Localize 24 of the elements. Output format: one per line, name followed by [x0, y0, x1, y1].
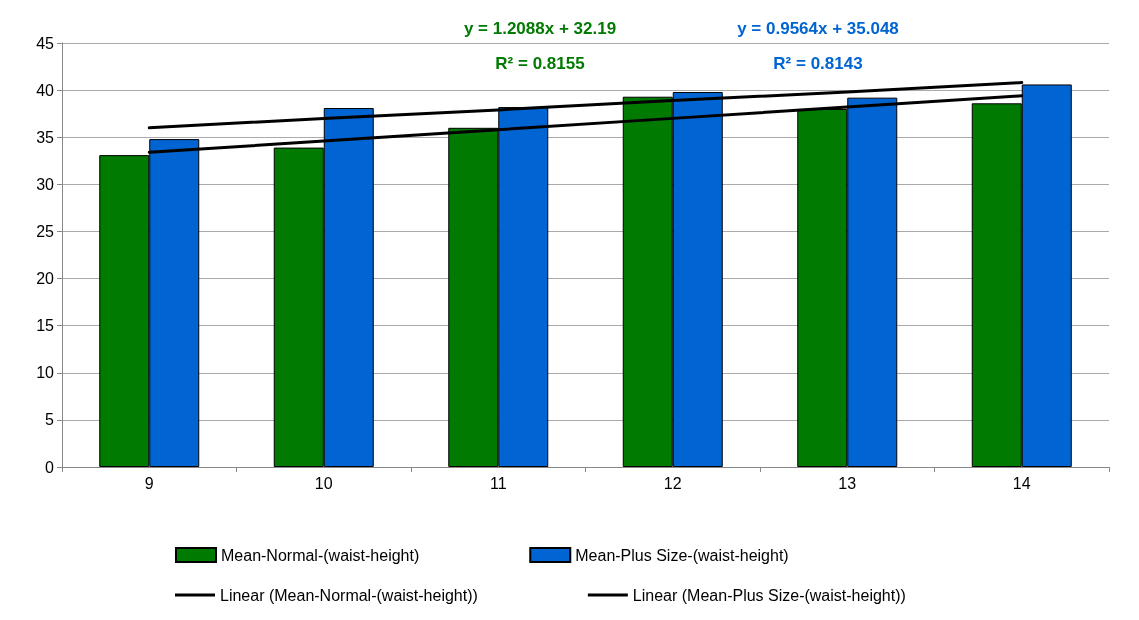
x-tick-label: 9	[144, 474, 154, 492]
y-tick-label: 25	[36, 222, 55, 240]
x-tick-label: 12	[663, 474, 682, 492]
x-tick-label: 11	[489, 474, 507, 492]
legend-label: Mean-Plus Size-(waist-height)	[575, 546, 789, 564]
legend-label: Linear (Mean-Plus Size-(waist-height))	[632, 586, 906, 604]
y-tick-label: 30	[36, 175, 55, 193]
y-tick-label: 40	[36, 81, 55, 99]
y-tick-label: 35	[36, 128, 55, 146]
y-tick-label: 45	[36, 34, 55, 52]
x-tick-label: 13	[838, 474, 857, 492]
annotation: R² = 0.8155	[495, 53, 585, 73]
legend-label: Linear (Mean-Normal-(waist-height))	[220, 586, 478, 604]
y-tick-label: 0	[45, 458, 55, 476]
annotation: R² = 0.8143	[773, 53, 863, 73]
legend-label: Mean-Normal-(waist-height)	[221, 546, 420, 564]
text: y = 1.2088x + 32.19	[463, 18, 617, 38]
y-tick-label: 5	[45, 411, 55, 429]
y-tick-label: 20	[36, 270, 55, 288]
x-tick-label: 14	[1012, 474, 1031, 492]
text: y = 0.9564x + 35.048	[737, 18, 899, 38]
x-tick-label: 10	[314, 474, 333, 492]
y-tick-label: 10	[36, 364, 55, 382]
y-tick-label: 15	[36, 317, 55, 335]
